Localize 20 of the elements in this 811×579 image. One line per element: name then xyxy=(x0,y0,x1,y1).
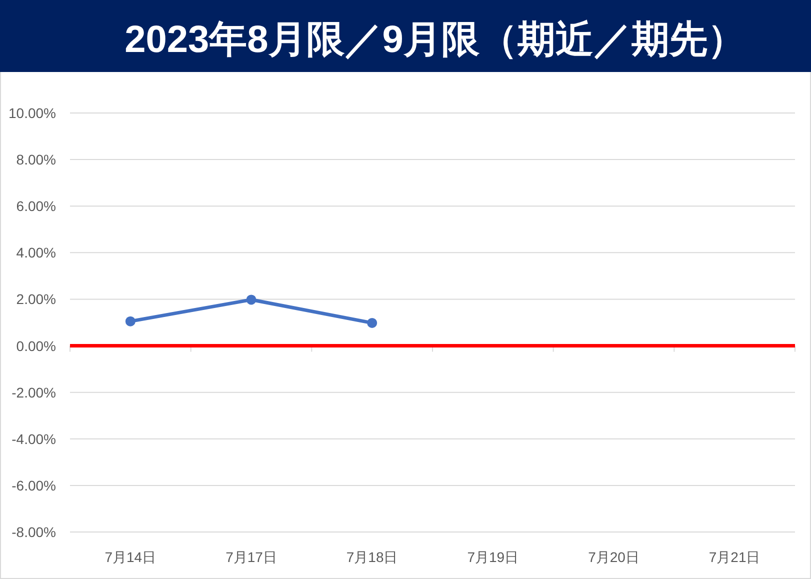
y-tick-label: 2.00% xyxy=(16,291,56,308)
x-tick-label: 7月20日 xyxy=(588,549,640,565)
point xyxy=(367,318,378,328)
y-tick-label: -6.00% xyxy=(12,477,56,494)
y-tick-label: -2.00% xyxy=(12,384,56,400)
y-tick-label: 0.00% xyxy=(16,338,56,354)
x-tick-label: 7月18日 xyxy=(346,549,398,565)
x-tick-label: 7月14日 xyxy=(104,549,156,565)
y-tick-label: 6.00% xyxy=(16,198,56,214)
point xyxy=(125,316,136,326)
point xyxy=(246,294,256,305)
y-tick-label: 4.00% xyxy=(16,244,56,261)
chart-title: 2023年8月限／9月限（期近／期先） xyxy=(124,19,746,61)
y-tick-label: 8.00% xyxy=(16,152,56,168)
x-tick-label: 7月21日 xyxy=(708,549,760,565)
y-tick-label: -8.00% xyxy=(12,524,56,540)
y-tick-label: -4.00% xyxy=(12,430,56,447)
x-tick-label: 7月17日 xyxy=(226,549,277,565)
y-tick-label: 10.00% xyxy=(8,105,56,121)
x-tick-label: 7月19日 xyxy=(467,549,519,565)
